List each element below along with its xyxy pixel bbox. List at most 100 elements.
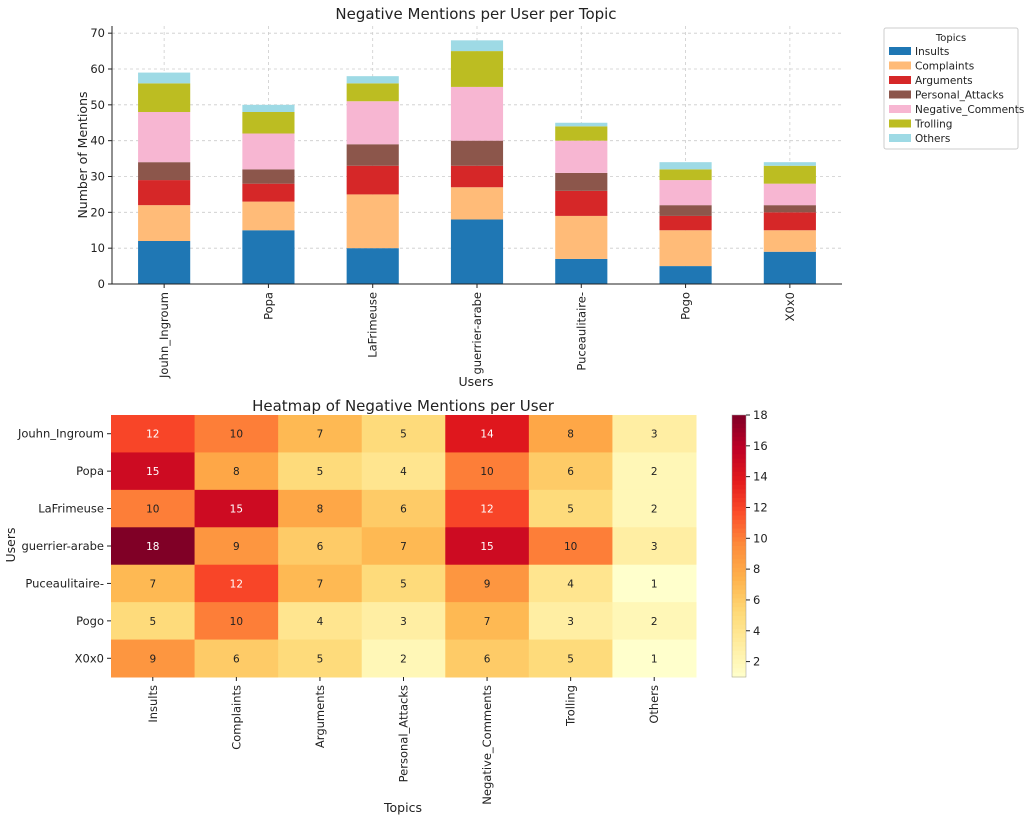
heatmap-cell bbox=[278, 639, 363, 678]
colorbar-strip bbox=[732, 615, 746, 621]
heatmap-cell bbox=[445, 564, 530, 603]
bar-segment-others bbox=[659, 162, 712, 170]
colorbar-strip bbox=[732, 449, 746, 455]
bar-segment-trolling bbox=[346, 83, 399, 102]
heatmap-cell bbox=[278, 489, 363, 528]
bar-x-axis-label: Users bbox=[458, 374, 493, 389]
bar-segment-arguments bbox=[346, 165, 399, 195]
colorbar-strip bbox=[732, 428, 746, 434]
heatmap-y-tick-label: X0x0 bbox=[75, 651, 104, 665]
bar-segment-negative-comments bbox=[659, 180, 712, 206]
bar-x-tick-label: Popa bbox=[261, 292, 275, 320]
colorbar-tick-label: 18 bbox=[753, 408, 768, 422]
colorbar-strip bbox=[732, 554, 746, 560]
heatmap-cell-value: 2 bbox=[400, 653, 407, 665]
heatmap-cell-value: 10 bbox=[564, 541, 577, 553]
heatmap-cell bbox=[528, 602, 613, 641]
colorbar-frame bbox=[731, 414, 747, 678]
heatmap-cell-value: 7 bbox=[317, 578, 324, 590]
bar-segment-trolling bbox=[555, 126, 608, 141]
bar-segment-others bbox=[138, 72, 191, 84]
bar-y-tick-label: 30 bbox=[90, 170, 105, 184]
bar-segment-personal-attacks bbox=[138, 162, 191, 181]
heatmap-cell-value: 15 bbox=[146, 466, 159, 478]
heatmap-cell-value: 7 bbox=[149, 578, 156, 590]
legend-label: Others bbox=[915, 133, 950, 145]
colorbar-strip bbox=[732, 506, 746, 512]
colorbar-strip bbox=[732, 655, 746, 661]
colorbar-strip bbox=[732, 524, 746, 530]
bar-chart-bars bbox=[138, 40, 816, 284]
colorbar-strip bbox=[732, 580, 746, 586]
heatmap-cell bbox=[445, 415, 530, 453]
colorbar-strip bbox=[732, 480, 746, 486]
heatmap-cell bbox=[445, 452, 530, 491]
bar-segment-arguments bbox=[659, 215, 712, 231]
bar-segment-insults bbox=[138, 241, 191, 284]
bar-y-tick-label: 40 bbox=[90, 134, 105, 148]
heatmap-cell bbox=[361, 415, 446, 453]
bar-segment-negative-comments bbox=[555, 140, 608, 173]
colorbar-tick-label: 2 bbox=[753, 655, 760, 669]
colorbar-strip bbox=[732, 436, 746, 442]
colorbar-strip bbox=[732, 484, 746, 490]
legend-swatch bbox=[889, 105, 911, 113]
heatmap-cell bbox=[361, 489, 446, 528]
heatmap-cell-value: 2 bbox=[651, 504, 658, 516]
heatmap-colorbar: 2 4 6 8 10 12 14 16 18 bbox=[731, 408, 768, 678]
bar-y-tick-label: 0 bbox=[98, 277, 105, 291]
heatmap-cell-value: 3 bbox=[651, 429, 658, 441]
colorbar-strip bbox=[732, 441, 746, 447]
heatmap-cell-value: 4 bbox=[317, 616, 324, 628]
bar-x-tick-label: X0x0 bbox=[783, 292, 797, 321]
colorbar-strip bbox=[732, 537, 746, 543]
colorbar-tick-label: 16 bbox=[753, 439, 768, 453]
colorbar-strip bbox=[732, 489, 746, 495]
colorbar-strip bbox=[732, 497, 746, 503]
bar-x-ticks: Jouhn_Ingroum Popa LaFrimeuse guerrier-arab… bbox=[157, 284, 797, 379]
bar-y-axis-label: Number of Mentions bbox=[75, 91, 90, 218]
heatmap-x-tick-label: Negative_Comments bbox=[480, 685, 494, 805]
colorbar-tick-label: 4 bbox=[753, 624, 760, 638]
heatmap-cell bbox=[278, 452, 363, 491]
bar-segment-negative-comments bbox=[138, 112, 191, 163]
colorbar-strip bbox=[732, 567, 746, 573]
colorbar-strip bbox=[732, 511, 746, 517]
stacked-bar-chart: Negative Mentions per User per Topic 0 10… bbox=[75, 5, 1024, 389]
colorbar-strip bbox=[732, 611, 746, 617]
legend-swatch bbox=[889, 90, 911, 99]
heatmap-cell bbox=[361, 602, 446, 641]
heatmap-cell bbox=[111, 415, 196, 453]
heatmap-cell bbox=[194, 639, 279, 678]
bar-segment-complaints bbox=[555, 215, 608, 259]
bar-legend: Topics Insults Complaints Arguments Persona… bbox=[883, 27, 1024, 150]
heatmap-cell-value: 10 bbox=[146, 504, 159, 516]
colorbar-strip bbox=[732, 515, 746, 521]
heatmap-cell bbox=[528, 415, 613, 453]
colorbar-strip bbox=[732, 563, 746, 569]
heatmap-cell bbox=[612, 527, 697, 566]
heatmap-cell bbox=[528, 639, 613, 678]
colorbar-strip bbox=[732, 467, 746, 473]
heatmap-x-tick-label: Arguments bbox=[313, 685, 327, 748]
bar-segment-personal-attacks bbox=[242, 169, 295, 184]
heatmap-cell-value: 8 bbox=[233, 466, 240, 478]
heatmap-y-tick-label: Jouhn_Ingroum bbox=[17, 427, 104, 441]
colorbar-tick-label: 10 bbox=[753, 531, 768, 545]
heatmap-cell bbox=[528, 489, 613, 528]
colorbar-strip bbox=[732, 415, 746, 420]
bar-segment-arguments bbox=[242, 183, 295, 202]
bar-x-tick-label: guerrier-arabe bbox=[470, 292, 484, 375]
bar-segment-insults bbox=[763, 251, 816, 284]
bar-segment-trolling bbox=[242, 112, 295, 134]
heatmap-cell bbox=[194, 452, 279, 491]
colorbar-strip bbox=[732, 432, 746, 438]
heatmap-cell bbox=[361, 452, 446, 491]
legend-label: Complaints bbox=[915, 61, 974, 73]
heatmap-cell bbox=[361, 639, 446, 678]
colorbar-strip bbox=[732, 620, 746, 626]
colorbar-tick-label: 6 bbox=[753, 593, 760, 607]
colorbar-strip bbox=[732, 576, 746, 582]
heatmap-y-axis-label: Users bbox=[3, 527, 18, 562]
legend-label: Negative_Comments bbox=[915, 104, 1024, 116]
